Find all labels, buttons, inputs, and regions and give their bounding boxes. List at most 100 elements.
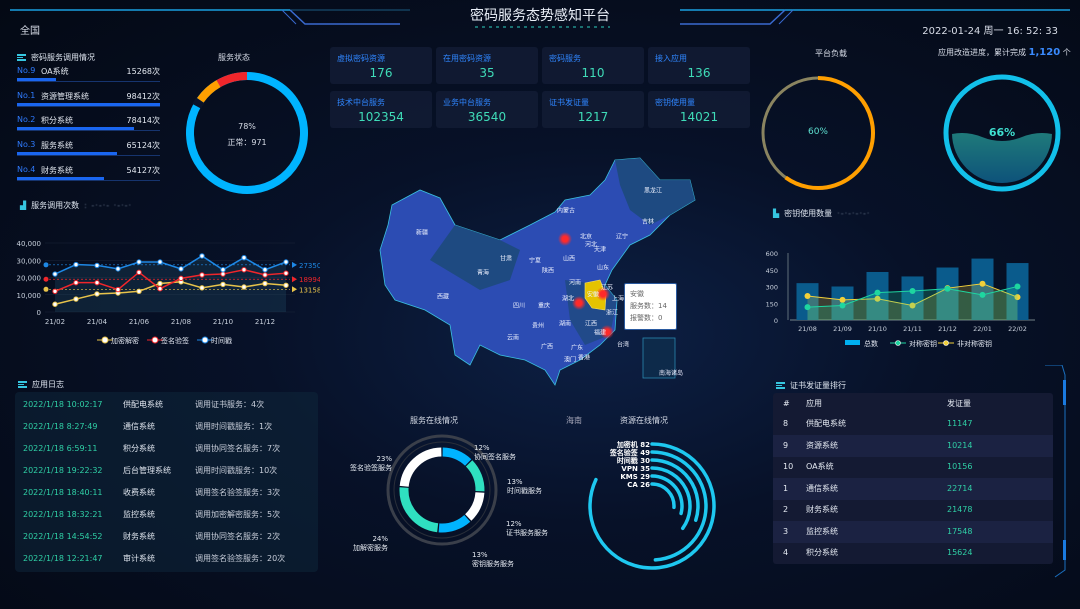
ranking-item: No.4 财务系统 54127次 xyxy=(17,165,160,185)
alert-marker[interactable] xyxy=(596,287,610,301)
kpi-card[interactable]: 密码服务 110 xyxy=(542,47,644,84)
radial-bar xyxy=(650,482,676,510)
data-point xyxy=(52,301,58,307)
alert-marker[interactable] xyxy=(600,325,614,339)
kpi-card[interactable]: 密钥使用量 14021 xyxy=(648,91,750,128)
legend-marker xyxy=(101,336,109,344)
service-status-gauge xyxy=(186,72,308,194)
legend-marker xyxy=(151,336,159,344)
data-point xyxy=(283,270,289,276)
map-province-label: 山东 xyxy=(596,264,610,272)
donut-label: 13% 密钥服务服务 xyxy=(472,551,514,568)
alert-marker[interactable] xyxy=(572,296,586,310)
ranking-item: No.1 资源管理系统 98412次 xyxy=(17,91,160,111)
log-row[interactable]: 2022/1/18 6:59:11 积分系统 调用协同签名服务：7次 xyxy=(23,444,281,453)
log-row[interactable]: 2022/1/18 19:22:32 后台管理系统 调用时间戳服务：10次 xyxy=(23,466,278,475)
map-province-label: 澳门 xyxy=(563,356,577,364)
kpi-card[interactable]: 接入应用 136 xyxy=(648,47,750,84)
data-point xyxy=(979,280,986,287)
region-selector[interactable]: 全国 xyxy=(20,26,40,37)
table-row[interactable]: 8 供配电系统 11147 xyxy=(783,419,973,428)
tooltip-alarms: 报警数：0 xyxy=(630,314,663,322)
chart-icon: ▙ xyxy=(773,209,780,218)
x-tick-label: 21/12 xyxy=(255,318,275,326)
map-province-label: 河北 xyxy=(584,241,598,249)
ranking-bar xyxy=(17,152,160,156)
data-point xyxy=(220,267,226,273)
china-map[interactable] xyxy=(370,150,710,395)
app-progress-liquid-gauge xyxy=(943,74,1061,192)
table-row[interactable]: 4 积分系统 15624 xyxy=(783,548,973,557)
y-tick-label: 300 xyxy=(766,284,778,292)
data-point xyxy=(157,259,163,265)
ranking-item: No.3 服务系统 65124次 xyxy=(17,140,160,160)
log-row[interactable]: 2022/1/18 10:02:17 供配电系统 调用证书服务：4次 xyxy=(23,400,265,409)
log-row[interactable]: 2022/1/18 14:54:52 财务系统 调用协同签名服务：2次 xyxy=(23,532,281,541)
kpi-card[interactable]: 在用密码资源 35 xyxy=(436,47,538,84)
data-point xyxy=(115,266,121,272)
load-arc xyxy=(784,76,875,190)
series-line xyxy=(54,255,287,275)
radial-bar-label: CA 26 xyxy=(627,481,650,489)
kpi-card[interactable]: 证书发证量 1217 xyxy=(542,91,644,128)
table-row[interactable]: 3 监控系统 17548 xyxy=(773,520,1053,543)
kpi-card[interactable]: 业务中台服务 36540 xyxy=(436,91,538,128)
data-point xyxy=(804,292,811,299)
logs-title: 应用日志 xyxy=(18,379,64,390)
radial-bar xyxy=(650,458,700,522)
data-point xyxy=(1014,283,1021,290)
map-province-label: 江西 xyxy=(584,320,598,328)
log-row[interactable]: 2022/1/18 8:27:49 通信系统 调用时间戳服务：1次 xyxy=(23,422,273,431)
map-tooltip: 安徽 服务数：14 报警数：0 xyxy=(624,283,677,330)
data-point xyxy=(839,296,846,303)
data-point xyxy=(52,271,58,277)
bar xyxy=(901,276,924,320)
log-row[interactable]: 2022/1/18 18:40:11 收费系统 调用签名验签服务：3次 xyxy=(23,488,281,497)
data-point xyxy=(874,289,881,296)
table-header: # 应用 发证量 xyxy=(783,399,971,408)
data-point xyxy=(262,267,268,273)
radial-bar-label: 签名验签 49 xyxy=(609,448,650,457)
table-row[interactable]: 9 资源系统 10214 xyxy=(773,434,1053,457)
chart-icon: ▟ xyxy=(20,201,27,210)
table-row[interactable]: 2 财务系统 21478 xyxy=(783,505,973,514)
bar xyxy=(796,283,819,320)
map-province-label: 黑龙江 xyxy=(643,187,663,195)
map-province-label: 台湾 xyxy=(616,341,630,349)
legend-label: 非对称密钥 xyxy=(957,339,992,348)
map-province-label: 甘肃 xyxy=(499,255,513,263)
platform-load-title: 平台负载 xyxy=(815,49,847,58)
table-row[interactable]: 10 OA系统 10156 xyxy=(783,462,973,471)
kpi-card[interactable]: 虚拟密码资源 176 xyxy=(330,47,432,84)
service-online-chart xyxy=(386,434,498,546)
alert-marker[interactable] xyxy=(558,232,572,246)
average-end-marker xyxy=(292,286,297,293)
map-province-label: 内蒙古 xyxy=(556,207,576,215)
radial-bar xyxy=(650,450,708,562)
log-row[interactable]: 2022/1/18 12:21:47 审计系统 调用签名验签服务：20次 xyxy=(23,554,286,563)
data-point xyxy=(283,259,289,265)
map-province-label: 广东 xyxy=(570,344,584,352)
data-point xyxy=(199,253,205,259)
radial-bar xyxy=(650,474,684,516)
table-row[interactable]: 1 通信系统 22714 xyxy=(773,477,1053,500)
map-mainland[interactable] xyxy=(379,157,696,386)
average-start-marker xyxy=(43,262,49,268)
log-row[interactable]: 2022/1/18 18:32:21 监控系统 调用加密解密服务：5次 xyxy=(23,510,281,519)
x-tick-label: 21/09 xyxy=(833,325,852,333)
data-point xyxy=(220,271,226,277)
app-progress-count: 1,120 xyxy=(1028,47,1061,58)
kpi-card[interactable]: 技术中台服务 102354 xyxy=(330,91,432,128)
data-point xyxy=(283,282,289,288)
map-province-label: 贵州 xyxy=(531,322,545,330)
status-error-arc xyxy=(216,72,248,88)
data-point xyxy=(804,304,811,311)
y-tick-label: 10,000 xyxy=(17,292,42,300)
ranking-bar xyxy=(17,177,160,181)
tooltip-name: 安徽 xyxy=(630,290,644,298)
list-icon xyxy=(17,54,26,61)
data-point xyxy=(909,302,916,309)
data-point xyxy=(944,285,951,292)
donut-slice xyxy=(442,447,472,466)
map-province-label: 陕西 xyxy=(541,267,555,275)
